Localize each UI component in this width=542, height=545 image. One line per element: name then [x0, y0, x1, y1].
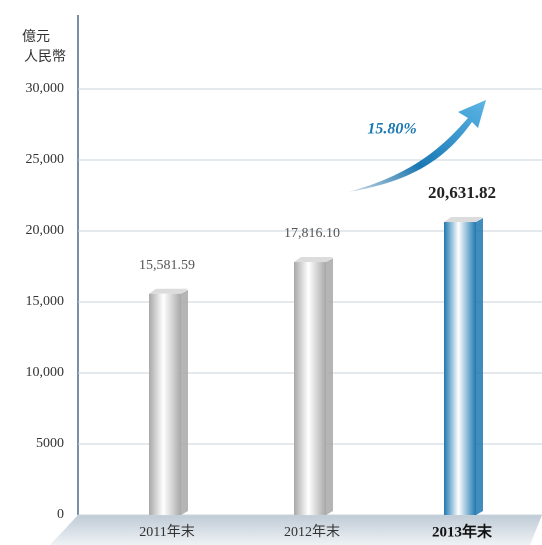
- y-tick-label: 30,000: [26, 81, 65, 96]
- bar-top: [149, 288, 188, 294]
- value-label: 17,816.10: [284, 226, 340, 241]
- annotation: 15.80%: [367, 121, 416, 138]
- floor: [50, 515, 542, 545]
- bar-side: [326, 258, 333, 515]
- bar-side: [476, 218, 483, 516]
- bar: [294, 262, 326, 515]
- value-label: 15,581.59: [139, 258, 195, 273]
- y-tick-label: 25,000: [26, 152, 65, 167]
- y-unit: 人民幣: [24, 49, 66, 65]
- bar-side: [181, 289, 188, 515]
- bars: [149, 217, 483, 516]
- bar: [149, 293, 181, 515]
- bar: [444, 222, 476, 516]
- y-tick-label: 0: [57, 507, 64, 522]
- y-tick-label: 20,000: [26, 223, 65, 238]
- bar-top: [444, 217, 483, 223]
- y-tick-label: 10,000: [26, 365, 65, 380]
- y-unit: 億元: [22, 29, 50, 45]
- y-tick-label: 15,000: [26, 294, 65, 309]
- growth-arrow: [348, 100, 486, 192]
- x-tick-label: 2013年末: [432, 522, 493, 540]
- bar-top: [294, 257, 333, 263]
- x-tick-label: 2012年末: [284, 524, 340, 540]
- x-tick-label: 2011年末: [139, 524, 194, 540]
- y-tick-label: 5000: [36, 436, 64, 451]
- value-label: 20,631.82: [428, 183, 496, 202]
